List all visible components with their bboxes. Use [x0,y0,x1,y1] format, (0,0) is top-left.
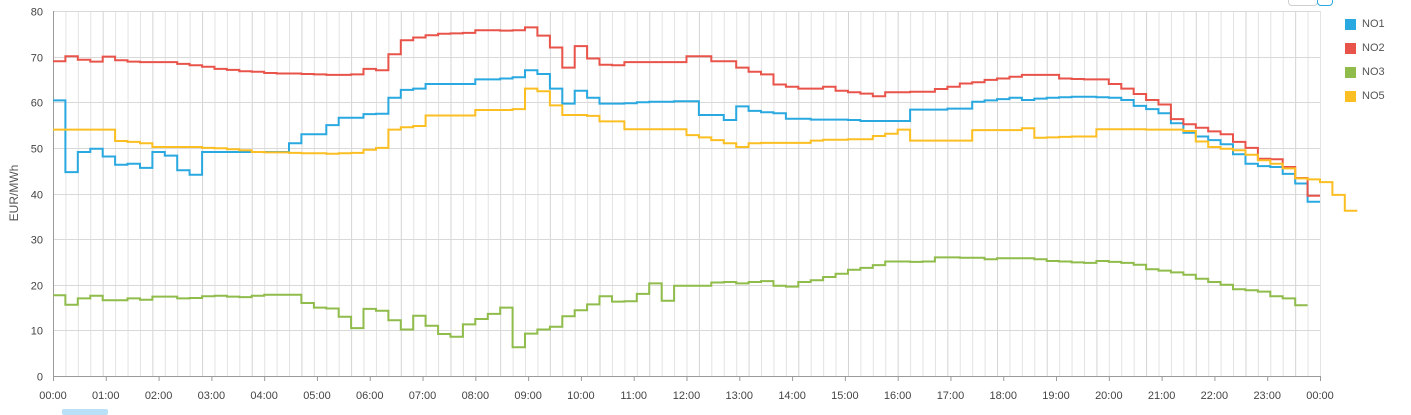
x-tick-label: 18:00 [989,390,1017,402]
legend-swatch [1345,66,1356,78]
y-tick-label: 0 [37,372,43,384]
y-tick-label: 50 [31,144,43,156]
y-axis-title: EUR/MWh [7,165,21,222]
x-tick-label: 08:00 [462,390,490,402]
x-tick-label: 06:00 [356,390,384,402]
y-tick-label: 80 [31,7,43,19]
bottom-tab-indicator[interactable] [62,409,108,415]
legend-item-no5[interactable]: NO5 [1345,84,1385,108]
legend-item-no1[interactable]: NO1 [1345,12,1385,36]
x-tick-label: 04:00 [250,390,278,402]
x-tick-label: 12:00 [673,390,701,402]
x-tick-label: 14:00 [778,390,806,402]
y-tick-label: 40 [31,190,43,202]
x-tick-label: 00:00 [39,390,67,402]
legend-swatch [1345,42,1356,54]
chart-legend: NO1 NO2 NO3 NO5 [1345,12,1385,108]
series-line-no3[interactable] [53,256,1308,349]
x-tick-label: 23:00 [1253,390,1281,402]
y-tick-label: 70 [31,53,43,65]
toolbar-button-active[interactable] [1317,0,1333,6]
legend-label: NO5 [1362,90,1385,102]
legend-item-no2[interactable]: NO2 [1345,36,1385,60]
x-tick-label: 07:00 [409,390,437,402]
series-line-no2[interactable] [53,26,1320,197]
legend-item-no3[interactable]: NO3 [1345,60,1385,84]
x-tick-label: 16:00 [884,390,912,402]
x-tick-label: 11:00 [620,390,647,402]
chart-series [53,26,1358,349]
x-tick-label: 20:00 [1095,390,1123,402]
series-line-no5[interactable] [53,87,1358,212]
x-tick-label: 21:00 [1148,390,1176,402]
x-tick-label: 15:00 [831,390,859,402]
y-tick-label: 30 [31,235,43,247]
x-tick-label: 19:00 [1042,390,1070,402]
legend-label: NO2 [1362,42,1385,54]
x-tick-label: 22:00 [1201,390,1229,402]
x-tick-label: 00:00 [1306,390,1334,402]
x-tick-label: 09:00 [514,390,542,402]
chart-axes: 0 10 20 30 40 50 60 70 80 00:00 01:00 02:00 03:00 04:… [31,7,1334,403]
chart-grid [53,11,1321,377]
y-tick-label: 20 [31,281,43,293]
legend-swatch [1345,18,1356,30]
x-tick-label: 13:00 [726,390,754,402]
x-tick-label: 01:00 [92,390,120,402]
x-tick-label: 03:00 [198,390,226,402]
x-tick-label: 02:00 [145,390,173,402]
x-tick-label: 10:00 [567,390,595,402]
legend-label: NO3 [1362,66,1385,78]
y-tick-label: 10 [31,326,43,338]
toolbar-button[interactable] [1288,0,1318,6]
legend-swatch [1345,90,1356,102]
x-tick-label: 17:00 [937,390,965,402]
y-tick-label: 60 [31,98,43,110]
legend-label: NO1 [1362,18,1385,30]
x-tick-label: 05:00 [303,390,331,402]
